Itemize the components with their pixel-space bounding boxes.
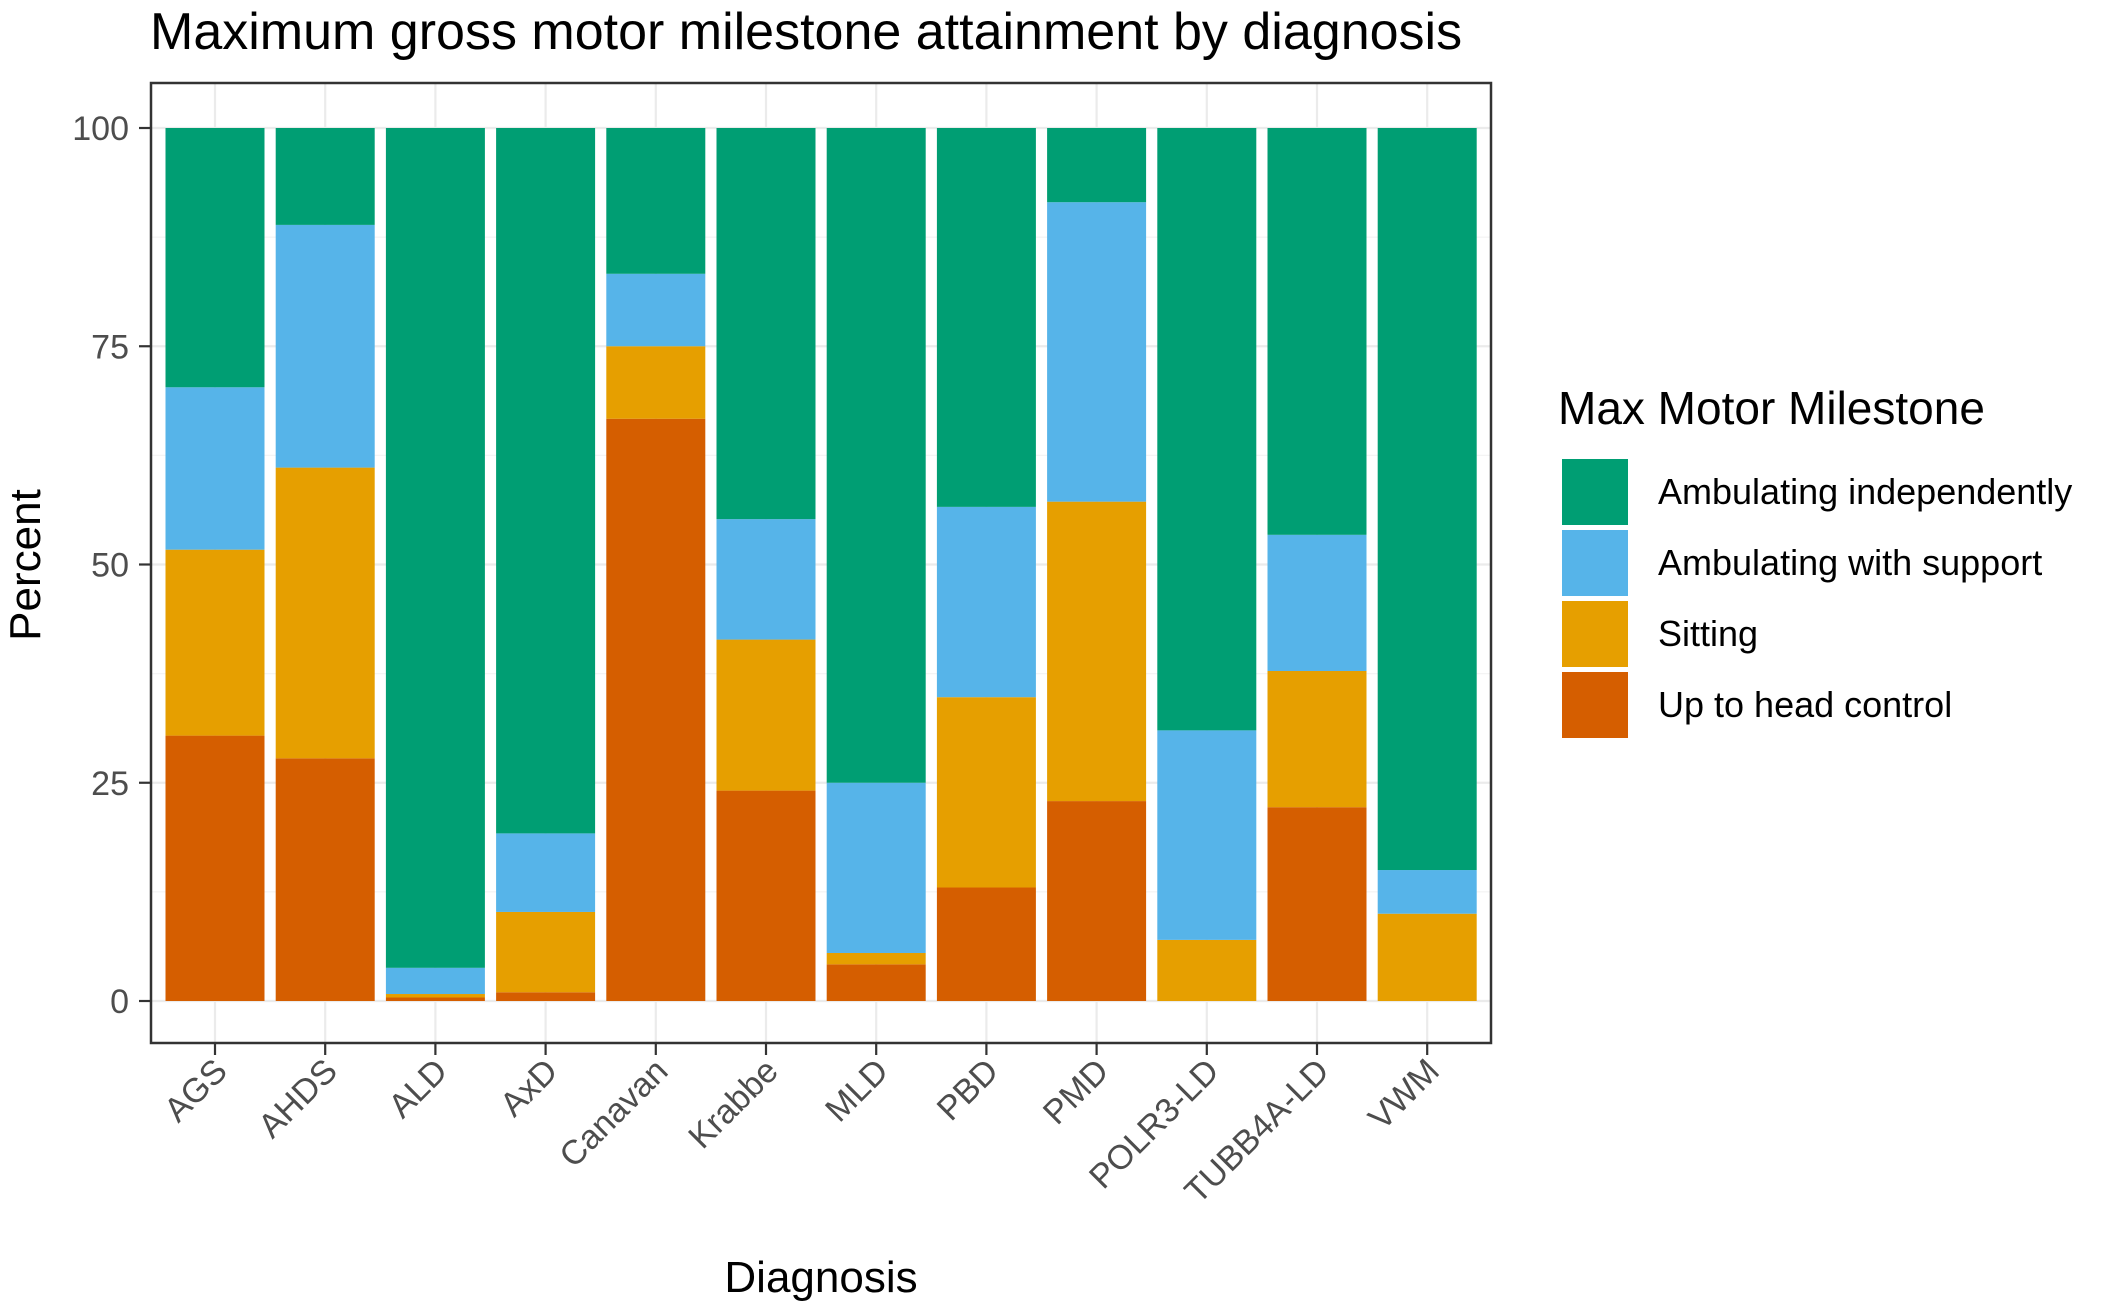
legend-key-swatch [1562, 672, 1628, 738]
y-axis: 0 25 50 75 100 [72, 110, 151, 1021]
bar-segment [606, 418, 706, 1002]
y-axis-title: Percent [1, 489, 50, 641]
bar-segment [1047, 128, 1147, 203]
bar-segment [1377, 913, 1477, 1001]
bar-segment [496, 128, 596, 834]
bar-segment [275, 224, 375, 468]
bar-segment [606, 128, 706, 274]
y-tick-label: 100 [72, 110, 129, 148]
bar-segment [1047, 202, 1147, 502]
bar-segment [385, 967, 485, 995]
bar-segment [936, 887, 1036, 1001]
legend-key-swatch [1562, 459, 1628, 525]
bar-segment [1267, 128, 1367, 535]
bar-segment [716, 639, 816, 791]
legend-label: Up to head control [1658, 684, 1953, 725]
x-tick-label: ALD [381, 1052, 455, 1126]
bar-segment [165, 387, 265, 550]
x-tick-label: AHDS [251, 1052, 345, 1146]
x-tick-label: MLD [818, 1052, 896, 1130]
bar-segment [1267, 671, 1367, 808]
bar-segment [936, 697, 1036, 888]
bar-segment [936, 506, 1036, 698]
legend-key-swatch [1562, 601, 1628, 667]
bar-segment [936, 128, 1036, 507]
bar-segment [716, 128, 816, 520]
bar-segment [716, 519, 816, 640]
bar-segment [1047, 501, 1147, 802]
bar-segment [826, 128, 926, 783]
bar-segment [1267, 807, 1367, 1001]
legend-item: Sitting [1562, 601, 1758, 667]
x-tick-label: AGS [157, 1052, 235, 1130]
legend-title: Max Motor Milestone [1558, 382, 1985, 434]
bar-segment [165, 549, 265, 736]
bar-segment [1157, 730, 1257, 940]
y-tick-label: 0 [110, 983, 129, 1021]
legend-item: Up to head control [1562, 672, 1952, 738]
bars [165, 128, 1477, 1002]
x-axis-title: Diagnosis [724, 1253, 917, 1302]
x-tick-label: Krabbe [681, 1052, 785, 1156]
legend-key-swatch [1562, 530, 1628, 596]
y-tick-label: 25 [91, 765, 129, 803]
plot-panel-border [149, 81, 1493, 1045]
bar-segment [165, 735, 265, 1001]
bar-segment [385, 997, 485, 1001]
bar-segment [606, 273, 706, 347]
x-tick-label: PBD [930, 1052, 1006, 1128]
y-tick-label: 75 [91, 328, 129, 366]
legend-label: Ambulating independently [1658, 471, 2073, 512]
y-tick-label: 50 [91, 547, 129, 585]
x-tick-label: PMD [1036, 1052, 1116, 1132]
bar-segment [1377, 870, 1477, 914]
x-tick-label: AxD [493, 1052, 565, 1124]
x-tick-label: VWM [1361, 1052, 1447, 1138]
bar-segment [716, 790, 816, 1001]
bar-segment [826, 964, 926, 1001]
bar-segment [165, 128, 265, 388]
bar-segment [496, 833, 596, 912]
bar-segment [275, 758, 375, 1001]
legend-label: Sitting [1658, 613, 1759, 654]
bar-segment [275, 467, 375, 759]
bar-segment [385, 994, 485, 998]
bar-segment [1377, 128, 1477, 871]
bar-segment [496, 911, 596, 993]
bar-segment [826, 952, 926, 965]
legend-label: Ambulating with support [1658, 542, 2043, 583]
legend-item: Ambulating independently [1562, 459, 2072, 525]
bar-segment [275, 128, 375, 225]
bar-segment [496, 992, 596, 1001]
bar-segment [1047, 801, 1147, 1001]
chart-title: Maximum gross motor milestone attainment… [150, 3, 1463, 61]
bar-segment [826, 782, 926, 953]
x-tick-label: Canavan [552, 1052, 675, 1175]
bar-segment [1157, 939, 1257, 1001]
bar-segment [1267, 534, 1367, 672]
legend-item: Ambulating with support [1562, 530, 2042, 596]
bar-segment [606, 346, 706, 419]
bar-segment [1157, 128, 1257, 731]
bar-segment [385, 128, 485, 968]
